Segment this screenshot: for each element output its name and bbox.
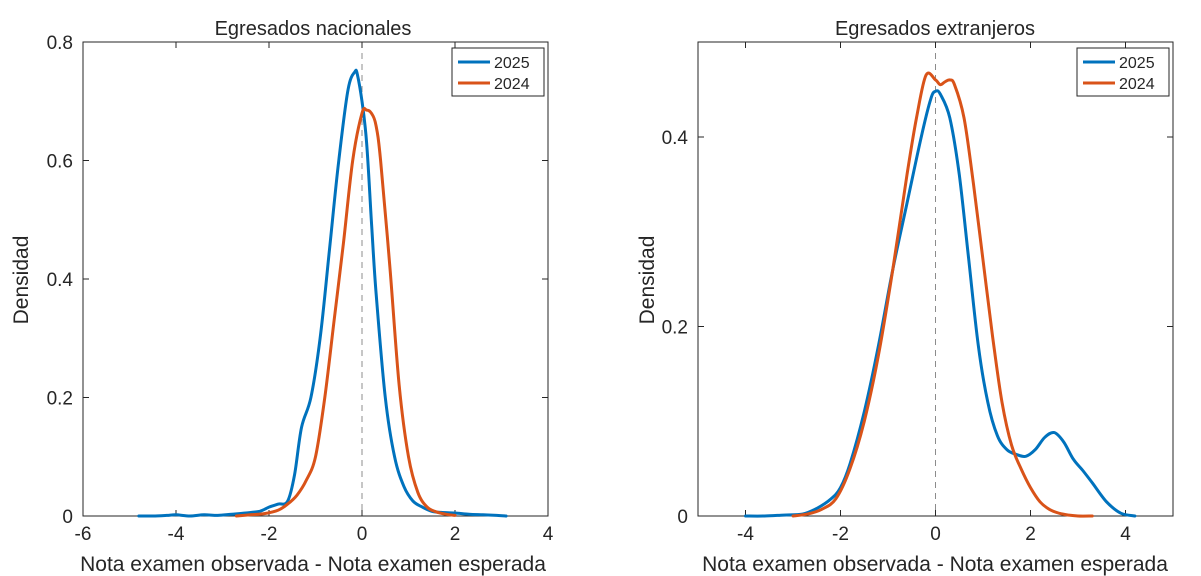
- chart-panel-nacionales: Egresados nacionales Densidad Nota exame…: [10, 18, 554, 576]
- legend-box: [451, 47, 545, 97]
- x-tick-label: 2: [1025, 524, 1036, 545]
- y-axis-label: Densidad: [636, 236, 659, 325]
- chart-title: Egresados nacionales: [215, 18, 412, 40]
- x-tick-label: 0: [930, 524, 941, 545]
- plot-area: -6 -4 -2 0 2 4 0 0.2 0.4 0.6 0.8 2025 2024: [47, 33, 554, 545]
- y-tick-label: 0.4: [662, 128, 689, 149]
- legend: 2025 2024: [1076, 47, 1170, 97]
- x-tick-label: -4: [168, 524, 185, 545]
- x-axis-label: Nota examen observada - Nota examen espe…: [702, 553, 1168, 576]
- series-line-2024: [234, 106, 457, 518]
- legend-label: 2025: [1119, 55, 1155, 72]
- plot-area: -4 -2 0 2 4 0 0.2 0.4 2025 2024: [662, 41, 1174, 545]
- y-tick-label: 0: [677, 507, 688, 528]
- series-line-2024: [791, 71, 1094, 518]
- legend: 2025 2024: [451, 47, 545, 97]
- x-tick-label: 0: [357, 524, 368, 545]
- y-tick-label: 0.2: [662, 317, 688, 338]
- series-line-2025: [137, 68, 508, 518]
- x-tick-label: -6: [75, 524, 92, 545]
- y-tick-label: 0.8: [47, 33, 73, 54]
- legend-box: [1076, 47, 1170, 97]
- x-tick-label: 4: [1120, 524, 1131, 545]
- legend-label: 2024: [1119, 76, 1155, 93]
- y-tick-label: 0.6: [47, 152, 73, 173]
- legend-label: 2024: [494, 76, 530, 93]
- x-tick-label: -2: [261, 524, 278, 545]
- y-tick-label: 0.2: [47, 389, 73, 410]
- series-line-2025: [744, 89, 1137, 518]
- axes-box: [82, 41, 549, 517]
- chart-title: Egresados extranjeros: [835, 18, 1035, 40]
- x-axis-label: Nota examen observada - Nota examen espe…: [80, 553, 546, 576]
- x-tick-label: -2: [832, 524, 849, 545]
- y-axis-label: Densidad: [10, 236, 33, 325]
- x-tick-label: 4: [543, 524, 554, 545]
- x-tick-label: -4: [737, 524, 754, 545]
- y-tick-label: 0.4: [47, 270, 74, 291]
- chart-panel-extranjeros: Egresados extranjeros Densidad Nota exam…: [636, 18, 1174, 576]
- legend-label: 2025: [494, 55, 530, 72]
- y-tick-label: 0: [62, 507, 73, 528]
- x-tick-label: 2: [450, 524, 461, 545]
